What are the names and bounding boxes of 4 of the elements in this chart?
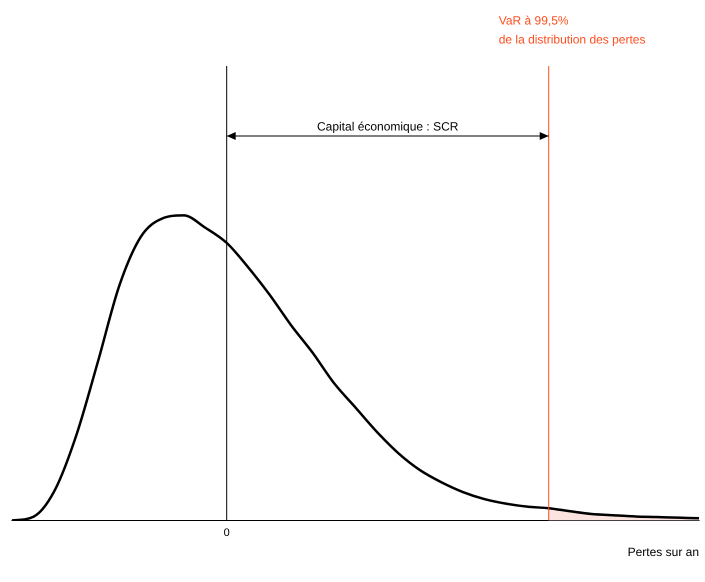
x-axis-title: Pertes sur an [628, 545, 699, 560]
text: Capital économique : SCR [317, 119, 459, 134]
text: VaR à 99,5% de la distribution des pertes [498, 13, 646, 46]
text: 0 [224, 526, 230, 539]
